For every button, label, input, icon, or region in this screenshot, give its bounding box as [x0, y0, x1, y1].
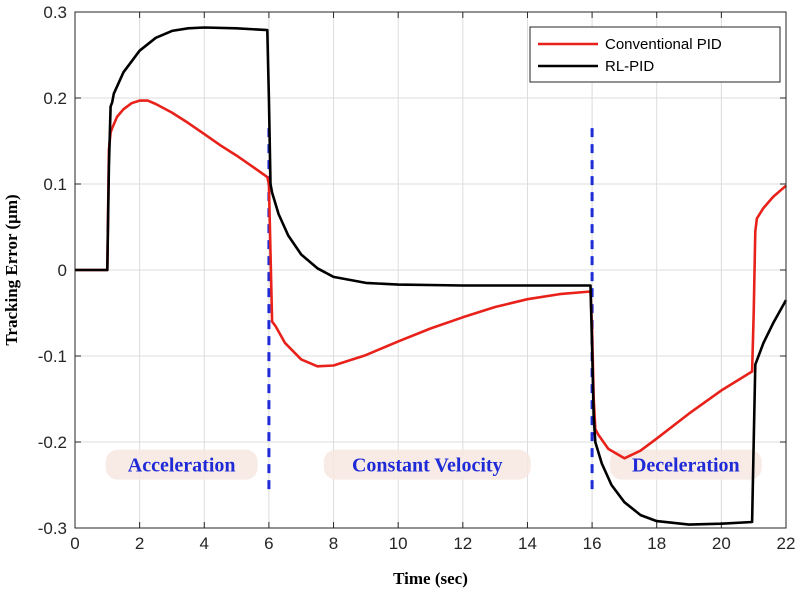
tick-labels: 0 2 4 6 8 10 12 14 16 18 20 22 -0.3 -0.2 -0.1 0 0.1 0.2 0.… — [38, 3, 796, 553]
x-tick-label: 8 — [329, 534, 338, 553]
series-lines — [75, 26, 788, 526]
phase-label: Constant Velocity — [352, 455, 503, 477]
phase-annotations: Acceleration Constant Velocity Deceleratio… — [105, 449, 762, 480]
y-tick-label: 0.3 — [43, 3, 67, 22]
plot-frame — [74, 11, 787, 529]
x-axis-title: Time (sec) — [393, 569, 468, 588]
phase-label-backdrop — [105, 449, 258, 480]
y-tick-label: -0.3 — [38, 519, 67, 538]
y-tick-label: -0.2 — [38, 433, 67, 452]
x-tick-label: 6 — [264, 534, 273, 553]
series-line-conventional-pid — [75, 99, 787, 460]
phase-label: Acceleration — [128, 455, 236, 477]
phase-label: Deceleration — [632, 455, 740, 477]
series-line-rl-pid — [75, 26, 788, 526]
x-tick-label: 0 — [70, 534, 79, 553]
x-tick-label: 12 — [453, 534, 472, 553]
x-tick-label: 2 — [135, 534, 144, 553]
y-axis-title: Tracking Error (μm) — [2, 194, 21, 345]
y-tick-label: 0 — [58, 261, 67, 280]
legend-box — [529, 26, 781, 83]
phase-label-backdrop — [609, 449, 762, 480]
x-tick-label: 18 — [647, 534, 666, 553]
x-tick-label: 22 — [777, 534, 796, 553]
x-tick-label: 20 — [712, 534, 731, 553]
x-tick-label: 4 — [200, 534, 209, 553]
y-tick-label: -0.1 — [38, 347, 67, 366]
y-tick-label: 0.2 — [43, 89, 67, 108]
x-tick-label: 16 — [583, 534, 602, 553]
legend-label: Conventional PID — [605, 36, 722, 53]
x-tick-label: 14 — [518, 534, 537, 553]
y-tick-label: 0.1 — [43, 175, 67, 194]
phase-label-backdrop — [323, 449, 531, 480]
legend-label: RL-PID — [605, 58, 654, 75]
x-tick-label: 10 — [389, 534, 408, 553]
legend: Conventional PID RL-PID — [529, 26, 781, 83]
